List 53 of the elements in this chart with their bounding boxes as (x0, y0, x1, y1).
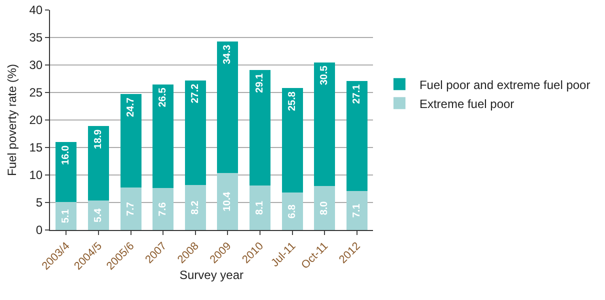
y-tick-label: 25 (29, 86, 43, 100)
data-label: 7.1 (351, 203, 362, 218)
bar (56, 202, 77, 230)
y-tick-label: 10 (29, 168, 43, 182)
total-label: 27.2 (190, 83, 201, 104)
y-tick-label: 5 (36, 196, 43, 210)
bar (282, 88, 303, 193)
bar (184, 184, 206, 230)
legend-label: Extreme fuel poor (419, 96, 514, 111)
total-label: 34.3 (222, 44, 234, 64)
bar (152, 84, 174, 188)
data-label: 5.1 (60, 208, 72, 224)
bar (88, 200, 109, 230)
total-label: 30.5 (319, 65, 330, 86)
bar (217, 172, 238, 230)
y-tick-label: 20 (29, 113, 43, 128)
data-label: 6.8 (286, 204, 298, 218)
legend-label: Fuel poor and extreme fuel poor (419, 78, 590, 92)
data-label: 8.2 (190, 200, 201, 215)
bar (152, 188, 174, 230)
total-label: 26.5 (158, 87, 169, 108)
x-axis-title: Survey year (179, 268, 244, 282)
y-tick-label: 0 (36, 223, 43, 238)
data-label: 10.4 (222, 191, 234, 212)
y-tick-label: 30 (29, 58, 43, 72)
data-label: 5.4 (92, 208, 104, 222)
bar (346, 80, 368, 191)
total-label: 25.8 (286, 91, 298, 111)
bar (120, 94, 142, 188)
data-label: 7.7 (125, 202, 136, 216)
bar (346, 190, 368, 230)
total-label: 29.1 (254, 72, 266, 93)
data-label: 8.0 (319, 200, 330, 216)
data-label: 7.6 (158, 202, 169, 216)
total-label: 16.0 (60, 145, 72, 165)
y-tick-label: 35 (29, 30, 43, 45)
y-tick-label: 40 (29, 3, 43, 18)
total-label: 24.7 (125, 97, 136, 118)
bar (314, 186, 336, 230)
y-axis-title: Fuel poverty rate (%) (5, 64, 19, 176)
bar (88, 126, 109, 200)
data-label: 8.1 (254, 200, 266, 215)
bar (282, 192, 303, 230)
bar (217, 41, 238, 173)
bar (120, 188, 142, 230)
y-tick-label: 15 (29, 140, 43, 155)
bar (56, 142, 77, 202)
total-label: 18.9 (92, 129, 104, 149)
bar (249, 185, 270, 230)
bar (249, 70, 270, 186)
bar (314, 62, 336, 186)
bar (184, 80, 206, 185)
total-label: 27.1 (351, 84, 362, 104)
